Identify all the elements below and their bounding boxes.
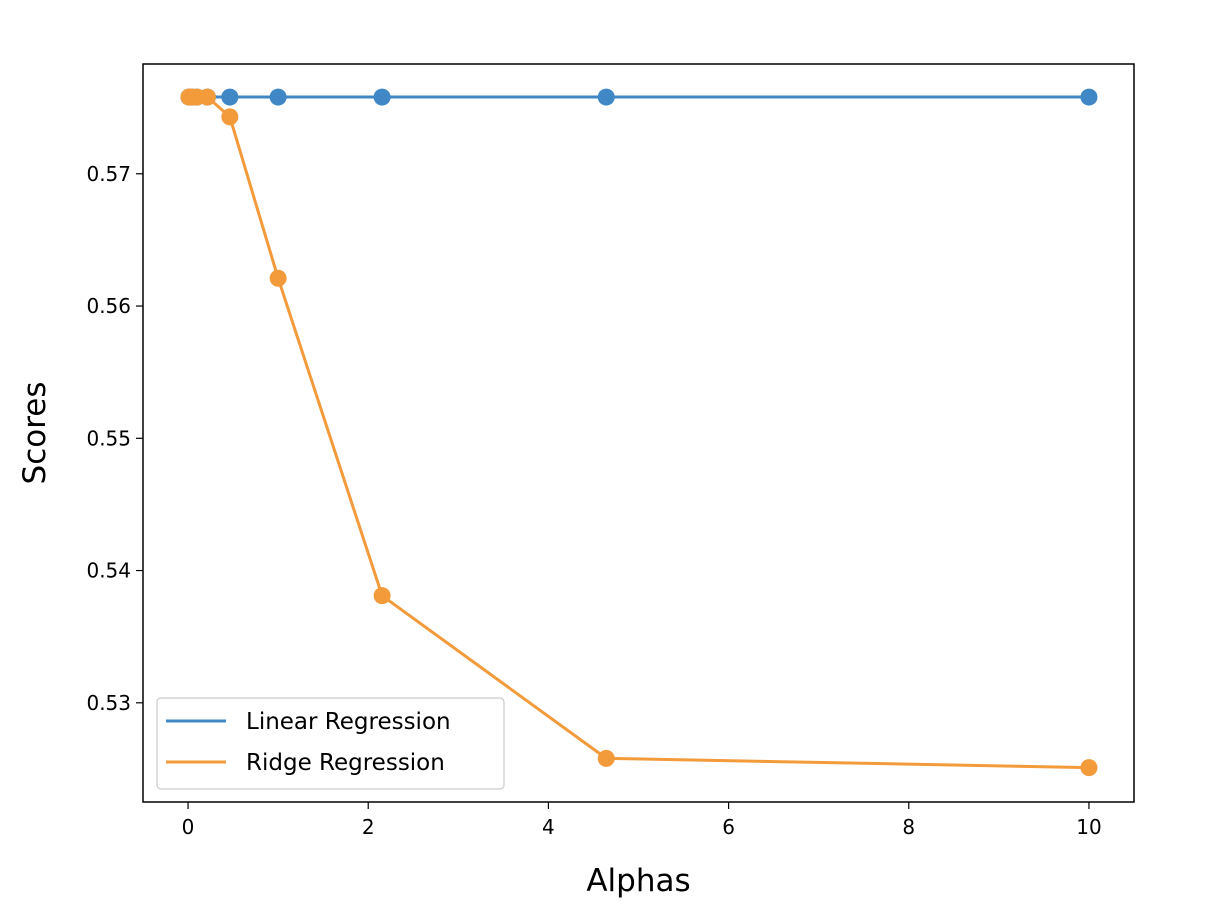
data-point-ridge-regression (1080, 759, 1098, 777)
plot-frame (142, 63, 1135, 803)
x-tick-label: 0 (182, 815, 195, 839)
data-point-linear-regression (597, 88, 615, 106)
data-point-linear-regression (1080, 88, 1098, 106)
data-point-linear-regression (221, 88, 239, 106)
y-axis-ticks: 0.53 0.54 0.55 0.56 0.57 (86, 162, 143, 715)
legend-box (156, 697, 505, 790)
data-point-linear-regression (269, 88, 287, 106)
y-tick-label: 0.56 (86, 294, 131, 318)
data-point-ridge-regression (221, 108, 239, 126)
data-point-ridge-regression (373, 587, 391, 605)
series-line-ridge-regression (188, 95, 1089, 770)
legend: Linear Regression Ridge Regression (156, 697, 505, 790)
x-axis-title: Alphas (586, 863, 690, 899)
data-point-linear-regression (373, 88, 391, 106)
y-axis-title: Scores (17, 382, 53, 485)
y-tick-label: 0.55 (86, 426, 131, 450)
x-tick-label: 6 (722, 815, 735, 839)
data-point-ridge-regression (597, 749, 615, 767)
y-tick-label: 0.53 (86, 691, 131, 715)
x-tick-label: 10 (1076, 815, 1101, 839)
legend-label-ridge-regression: Ridge Regression (246, 750, 445, 776)
y-tick-label: 0.54 (86, 559, 131, 583)
series-layer (180, 88, 1098, 777)
x-tick-label: 8 (902, 815, 915, 839)
data-point-ridge-regression (269, 269, 287, 287)
x-tick-label: 4 (542, 815, 555, 839)
x-tick-label: 2 (362, 815, 375, 839)
y-tick-label: 0.57 (86, 162, 131, 186)
x-axis-ticks: 0 2 4 6 8 10 (182, 802, 1102, 839)
legend-label-linear-regression: Linear Regression (246, 709, 451, 735)
data-point-ridge-regression (198, 88, 216, 106)
